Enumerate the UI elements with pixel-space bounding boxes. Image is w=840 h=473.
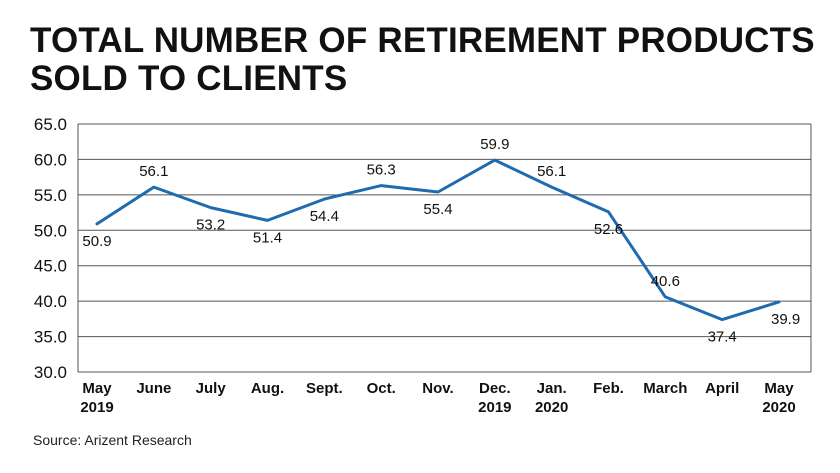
- y-tick-label: 40.0: [34, 292, 67, 311]
- y-tick-label: 65.0: [34, 115, 67, 134]
- y-tick-label: 50.0: [34, 221, 67, 240]
- x-tick-label: Sept.: [306, 380, 343, 397]
- data-label: 56.3: [367, 162, 396, 179]
- x-tick-label: 2019: [80, 399, 113, 416]
- title-line-2: SOLD TO CLIENTS: [30, 59, 348, 98]
- x-tick-label: Feb.: [593, 380, 624, 397]
- series-line: [95, 158, 781, 322]
- x-tick-label: Jan.: [537, 380, 567, 397]
- data-label: 53.2: [196, 217, 225, 234]
- data-label: 56.1: [537, 163, 566, 180]
- data-label: 39.9: [771, 311, 800, 328]
- x-tick-label: June: [136, 380, 171, 397]
- x-tick-label: April: [705, 380, 739, 397]
- data-label: 52.6: [594, 221, 623, 238]
- data-label: 54.4: [310, 208, 339, 225]
- y-tick-label: 30.0: [34, 363, 67, 382]
- x-tick-label: Aug.: [251, 380, 284, 397]
- y-tick-label: 60.0: [34, 150, 67, 169]
- x-tick-label: 2020: [762, 399, 795, 416]
- y-tick-label: 45.0: [34, 257, 67, 276]
- x-tick-label: May: [82, 380, 112, 397]
- x-tick-label: July: [196, 380, 227, 397]
- x-tick-label: 2020: [535, 399, 568, 416]
- data-label: 59.9: [480, 136, 509, 153]
- data-label: 56.1: [139, 163, 168, 180]
- chart-title: TOTAL NUMBER OF RETIREMENT PRODUCTS SOLD…: [30, 22, 820, 98]
- x-tick-label: Oct.: [367, 380, 396, 397]
- data-label: 51.4: [253, 229, 282, 246]
- x-tick-label: Nov.: [422, 380, 453, 397]
- y-tick-label: 55.0: [34, 186, 67, 205]
- x-tick-label: 2019: [478, 399, 511, 416]
- x-tick-label: Dec.: [479, 380, 511, 397]
- data-label: 40.6: [651, 273, 680, 290]
- data-label: 50.9: [82, 233, 111, 250]
- data-label: 37.4: [708, 329, 737, 346]
- y-tick-label: 35.0: [34, 328, 67, 347]
- data-label: 55.4: [423, 201, 452, 218]
- x-tick-label: March: [643, 380, 687, 397]
- title-line-1: TOTAL NUMBER OF RETIREMENT PRODUCTS: [30, 21, 815, 60]
- source-note: Source: Arizent Research: [33, 432, 192, 448]
- x-tick-label: May: [764, 380, 794, 397]
